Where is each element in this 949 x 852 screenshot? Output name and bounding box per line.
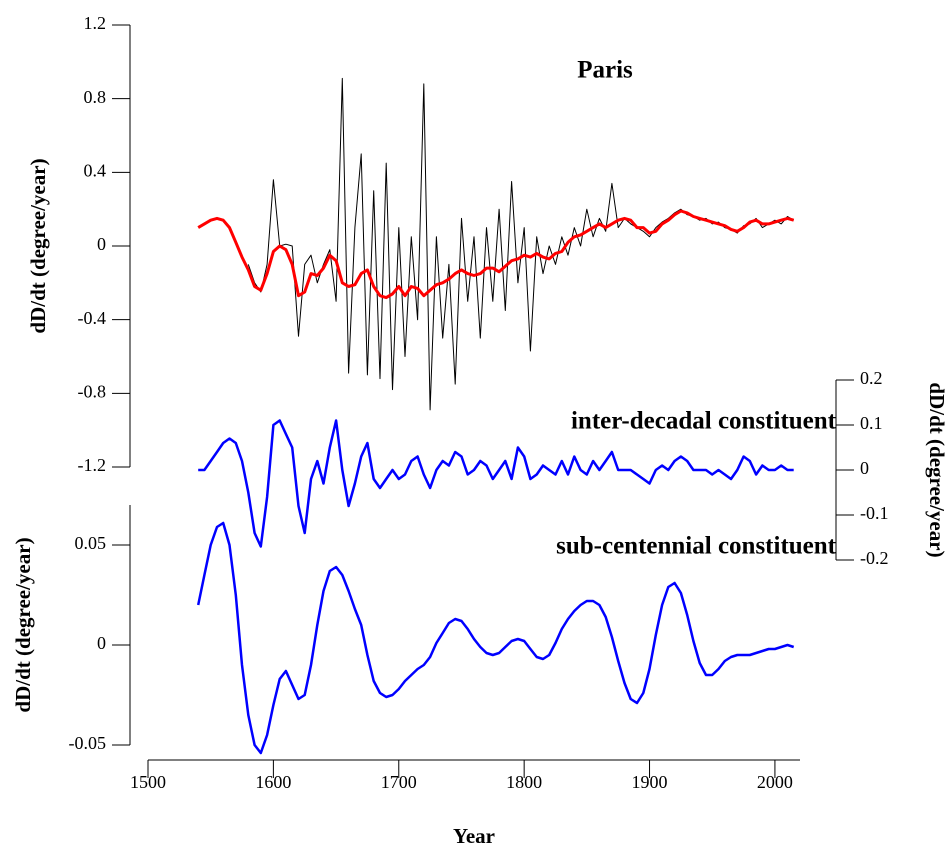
y-tick-label: 0 [860,458,869,478]
y-axis-label: dD/dt (degree/year) [925,382,949,557]
chart-title: inter-decadal constituent [571,408,837,435]
x-tick-label: 1900 [632,772,668,792]
y-axis-label: dD/dt (degree/year) [26,158,50,333]
chart-title: Paris [577,57,633,84]
x-tick-label: 1700 [381,772,417,792]
data-line [198,419,794,548]
y-tick-label: 0.2 [860,368,883,388]
y-tick-label: -0.4 [78,308,107,328]
y-tick-label: 1.2 [84,13,107,33]
y-tick-label: -1.2 [78,455,107,475]
data-line [197,209,795,300]
x-axis-label: Year [453,824,495,848]
x-tick-label: 1800 [506,772,542,792]
x-tick-label: 2000 [757,772,793,792]
y-tick-label: -0.05 [69,733,107,753]
data-line [196,521,795,755]
chart-title: sub-centennial constituent [556,533,837,560]
y-tick-label: 0.4 [84,160,107,180]
y-tick-label: -0.1 [860,503,889,523]
y-tick-label: 0.05 [75,533,107,553]
y-tick-label: 0 [97,234,106,254]
y-axis-label: dD/dt (degree/year) [11,537,35,712]
x-tick-label: 1600 [255,772,291,792]
data-line [247,77,794,411]
y-tick-label: 0.1 [860,413,883,433]
y-tick-label: -0.2 [860,548,889,568]
y-tick-label: 0.8 [84,87,107,107]
y-tick-label: -0.8 [78,381,107,401]
x-tick-label: 1500 [130,772,166,792]
y-tick-label: 0 [97,633,106,653]
